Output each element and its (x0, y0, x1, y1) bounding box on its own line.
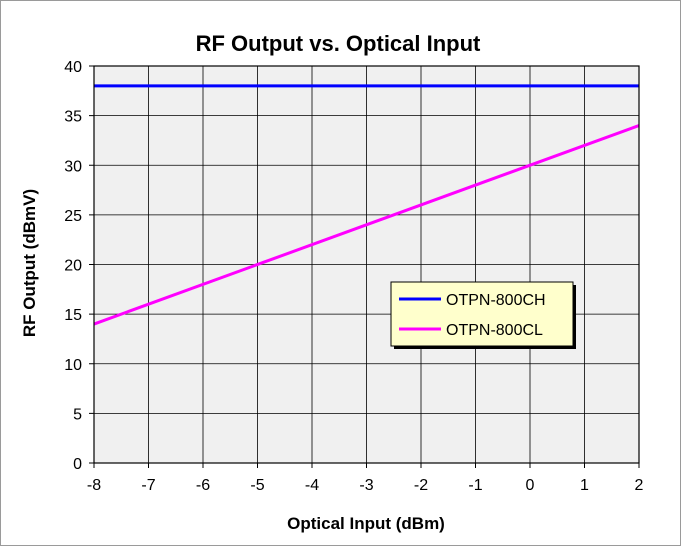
y-tick-label: 25 (64, 208, 82, 225)
y-tick-label: 15 (64, 307, 82, 324)
y-tick-label: 20 (64, 258, 82, 275)
x-tick-label: 2 (635, 477, 644, 494)
y-tick-label: 35 (64, 109, 82, 126)
y-tick-label: 40 (64, 59, 82, 76)
legend: OTPN-800CH OTPN-800CL (390, 281, 576, 349)
chart-title: RF Output vs. Optical Input (196, 31, 481, 56)
legend-label-1: OTPN-800CH (446, 292, 546, 309)
x-tick-label: -8 (87, 477, 101, 494)
x-axis-label: Optical Input (dBm) (287, 514, 445, 533)
x-tick-label: -6 (196, 477, 210, 494)
y-tick-label: 5 (73, 406, 82, 423)
x-tick-label: 1 (580, 477, 589, 494)
x-tick-label: -1 (468, 477, 482, 494)
x-tick-label: -4 (305, 477, 319, 494)
y-axis-ticks: 0 5 10 15 20 25 30 35 40 (64, 59, 94, 473)
y-tick-label: 0 (73, 456, 82, 473)
x-tick-label: -2 (414, 477, 428, 494)
y-tick-label: 30 (64, 158, 82, 175)
series-line-2 (93, 124, 640, 326)
y-tick-label: 10 (64, 357, 82, 374)
x-tick-label: -5 (250, 477, 264, 494)
y-axis-label: RF Output (dBmV) (20, 189, 39, 337)
x-axis-ticks: -8 -7 -6 -5 -4 -3 -2 -1 0 1 2 (87, 463, 644, 494)
legend-label-2: OTPN-800CL (446, 322, 543, 339)
series-layer (93, 84, 640, 326)
x-tick-label: -3 (359, 477, 373, 494)
x-tick-label: -7 (141, 477, 155, 494)
legend-box (390, 281, 574, 347)
x-tick-label: 0 (526, 477, 535, 494)
